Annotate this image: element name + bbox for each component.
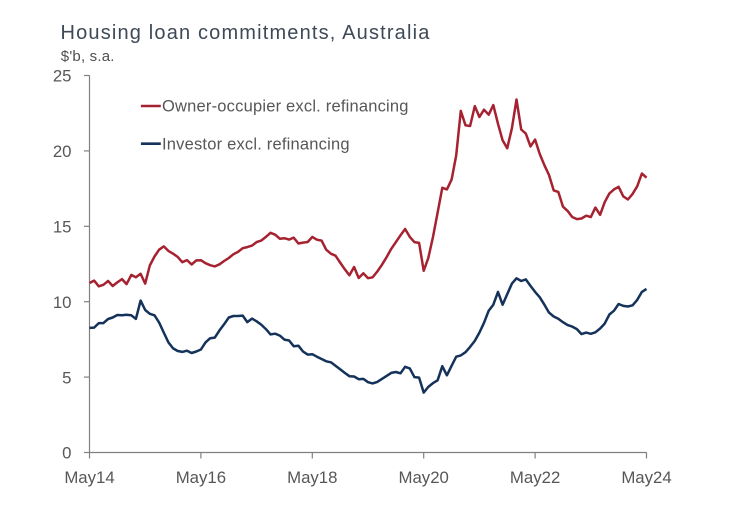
svg-text:Housing loan commitments, Aust: Housing loan commitments, Australia <box>61 22 431 44</box>
svg-text:May18: May18 <box>287 468 337 487</box>
svg-text:May16: May16 <box>176 468 226 487</box>
svg-text:20: 20 <box>53 142 72 161</box>
svg-text:$'b, s.a.: $'b, s.a. <box>61 48 115 65</box>
svg-text:5: 5 <box>62 368 71 387</box>
svg-text:10: 10 <box>53 293 72 312</box>
svg-text:Owner-occupier excl. refinanci: Owner-occupier excl. refinancing <box>162 98 409 116</box>
svg-text:May20: May20 <box>399 468 449 487</box>
svg-text:May24: May24 <box>621 468 671 487</box>
svg-text:May14: May14 <box>64 468 114 487</box>
svg-text:May22: May22 <box>510 468 560 487</box>
svg-text:Investor excl. refinancing: Investor excl. refinancing <box>162 135 350 153</box>
svg-text:0: 0 <box>62 444 71 463</box>
svg-text:25: 25 <box>53 67 72 86</box>
svg-text:15: 15 <box>53 218 72 237</box>
